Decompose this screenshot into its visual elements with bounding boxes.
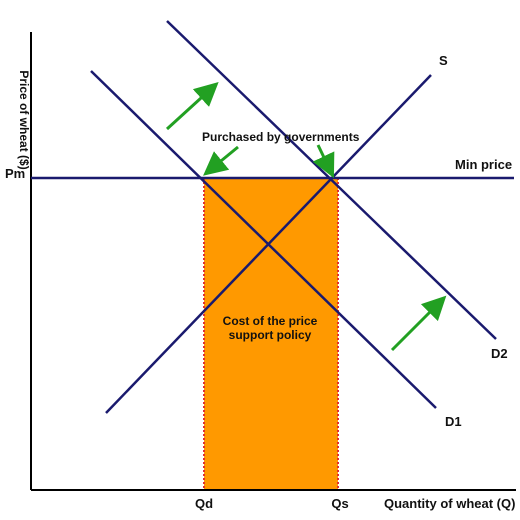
up-right-arrow-icon [165, 81, 219, 131]
pointer-arrow-icon [203, 145, 239, 176]
supply-curve [105, 74, 432, 414]
x-axis-title: Quantity of wheat (Q) [384, 496, 515, 511]
qs-tick-label: Qs [331, 496, 348, 511]
annotation-purchased: Purchased by governments [202, 130, 360, 144]
qd-tick-label: Qd [195, 496, 213, 511]
up-right-arrow-icon [390, 295, 447, 352]
pointer-arrow-icon [312, 144, 335, 179]
demand-d1-label: D1 [445, 414, 462, 429]
demand-d2-label: D2 [491, 346, 508, 361]
supply-label: S [439, 53, 448, 68]
cost-region [204, 178, 338, 490]
y-axis-title: Price of wheat ($) [17, 70, 31, 169]
cost-region-label-line2: support policy [229, 328, 312, 342]
pm-tick-label: Pm [5, 166, 25, 181]
min-price-label: Min price [455, 157, 512, 172]
demand-curve-d1 [90, 70, 437, 409]
cost-region-label-line1: Cost of the price [223, 314, 318, 328]
